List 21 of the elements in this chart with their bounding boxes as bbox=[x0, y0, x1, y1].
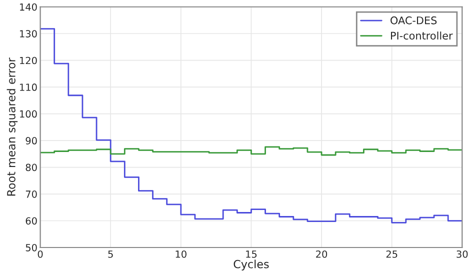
x-tick-label: 30 bbox=[456, 250, 468, 258]
x-tick-label: 10 bbox=[176, 250, 186, 258]
y-tick-label: 90 bbox=[26, 137, 37, 144]
legend-label: OAC-DES bbox=[390, 16, 437, 24]
y-tick-label: 80 bbox=[26, 164, 37, 172]
y-tick-label: 140 bbox=[20, 3, 37, 11]
y-tick-label: 100 bbox=[20, 110, 37, 118]
y-tick-label: 120 bbox=[20, 56, 37, 64]
x-tick-label: 15 bbox=[246, 250, 257, 258]
x-tick-label: 5 bbox=[108, 250, 113, 258]
y-tick-label: 50 bbox=[26, 244, 37, 252]
y-tick-label: 130 bbox=[20, 30, 37, 38]
y-tick-label: 70 bbox=[26, 190, 37, 198]
x-axis-title: Cycles bbox=[234, 260, 269, 270]
y-axis-title: Root mean squared error bbox=[6, 58, 18, 196]
legend-label: PI-controller bbox=[391, 32, 453, 40]
y-tick-label: 60 bbox=[26, 217, 37, 225]
x-tick-label: 25 bbox=[386, 250, 398, 258]
x-tick-label: 0 bbox=[38, 250, 43, 258]
x-tick-label: 20 bbox=[316, 250, 328, 258]
y-tick-label: 110 bbox=[20, 84, 37, 91]
